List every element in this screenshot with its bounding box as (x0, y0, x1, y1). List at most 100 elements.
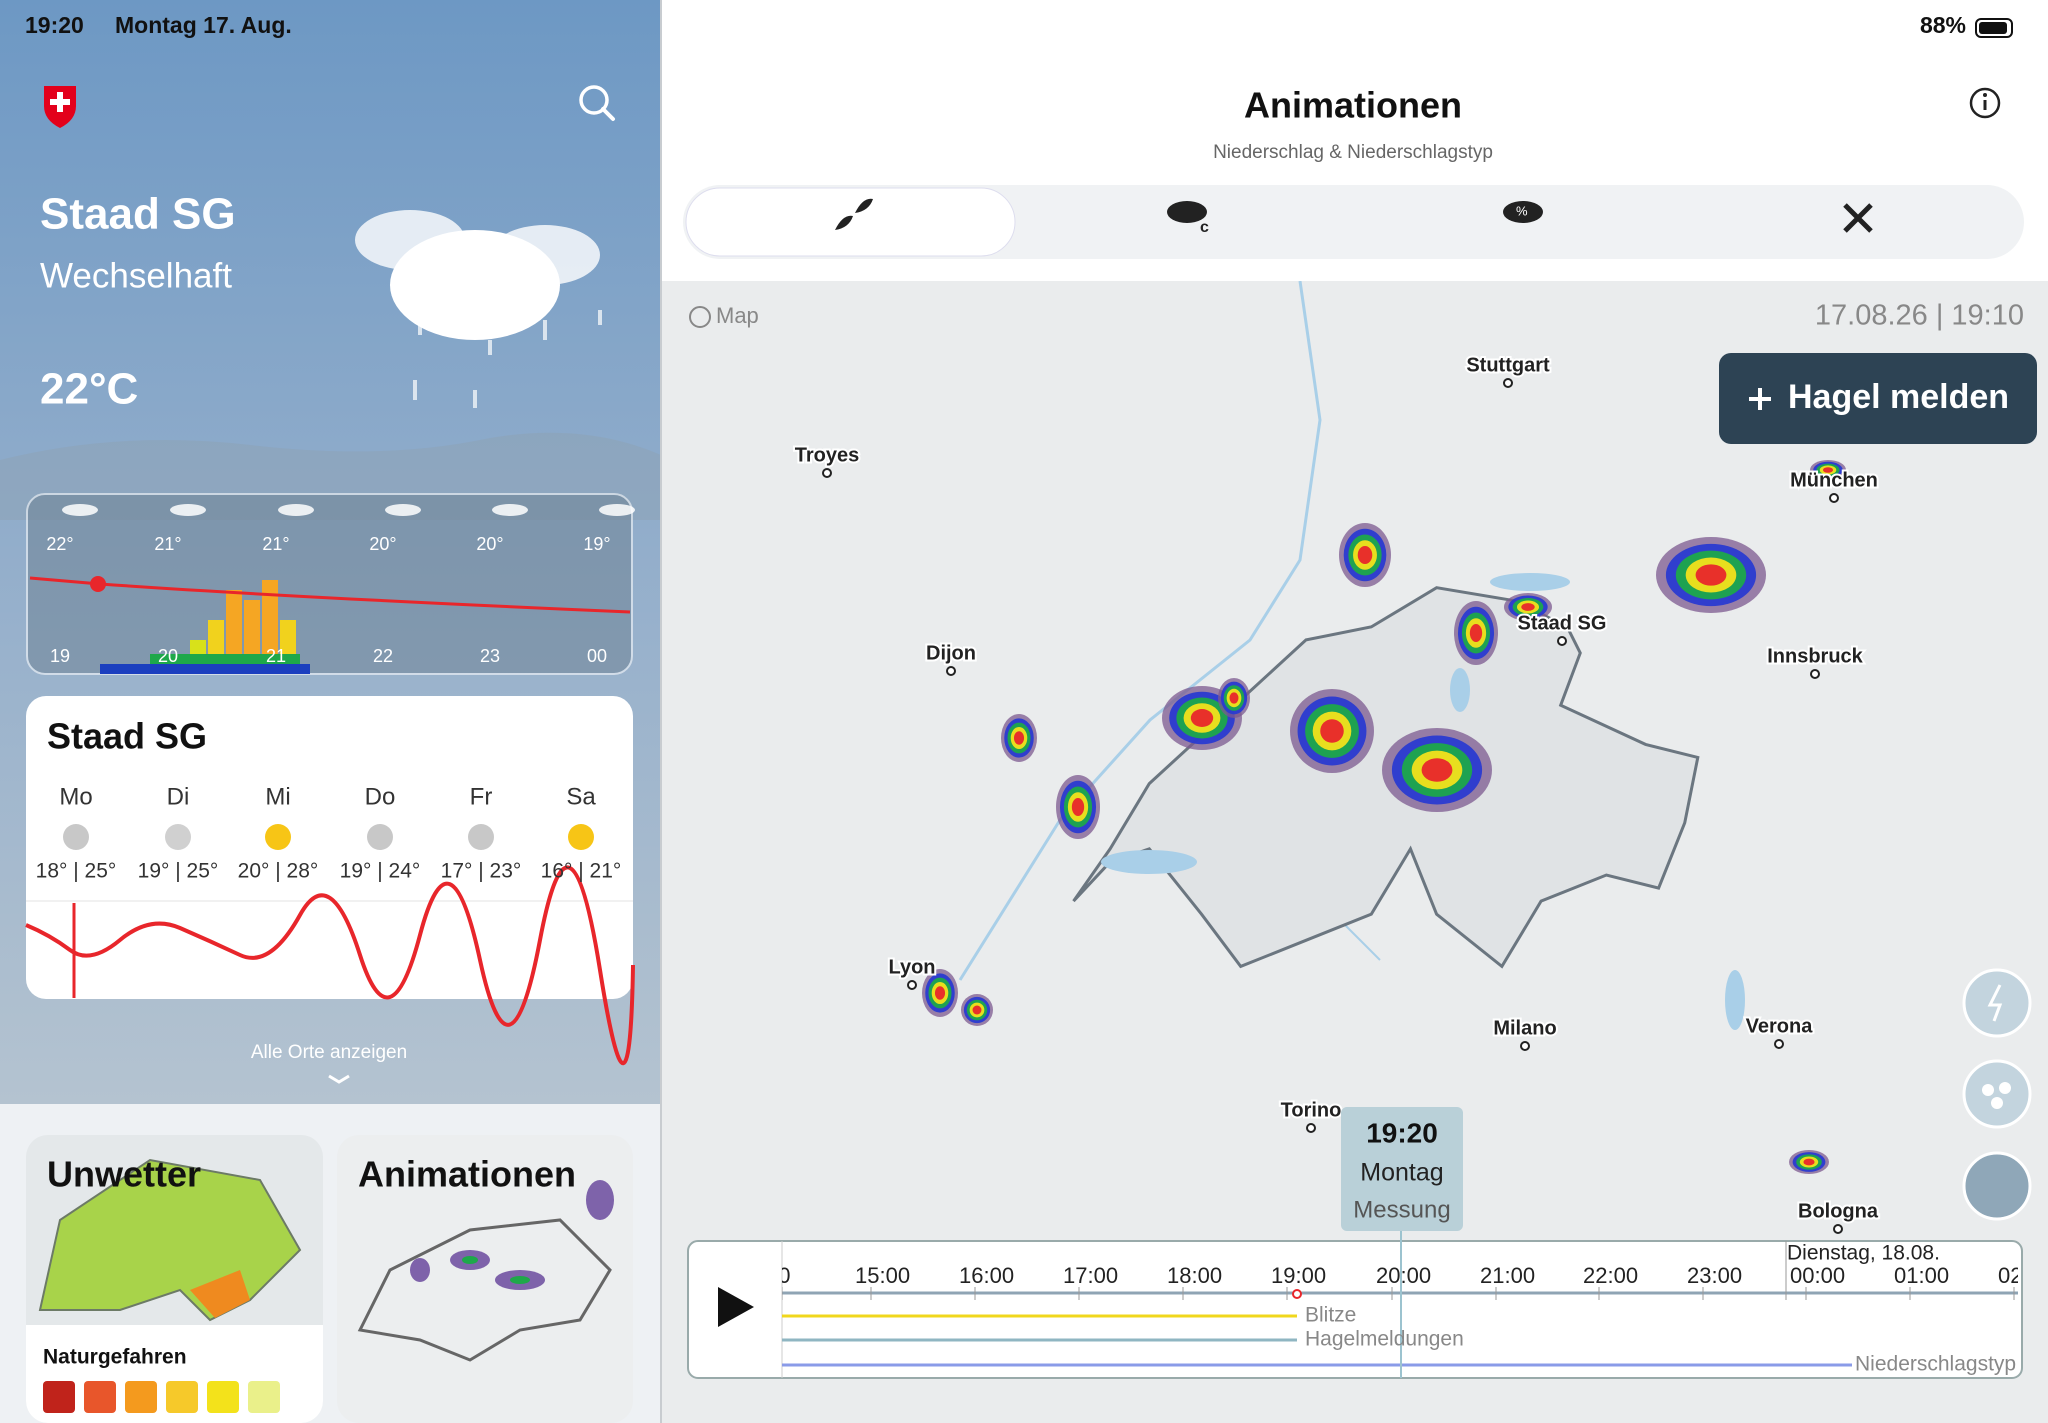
precipitation-cell (1013, 731, 1025, 745)
precipitation-cell (1521, 603, 1535, 611)
play-button[interactable] (718, 1287, 754, 1327)
precipitation-cell (1357, 546, 1373, 564)
hourly-hour: 00 (587, 646, 607, 666)
forecast-temps: 19° | 25° (138, 860, 219, 883)
current-time-marker (1292, 1289, 1302, 1299)
hourly-hour: 22 (373, 646, 393, 666)
animationen-tile[interactable] (337, 1135, 633, 1423)
city-dot (1829, 493, 1839, 503)
forecast-day: Mo (59, 783, 92, 810)
forecast-temps: 16° | 21° (541, 860, 622, 883)
time-label: 00:00 (1790, 1263, 1845, 1288)
battery-percent: 88% (1920, 12, 1966, 38)
city-dot (907, 980, 917, 990)
city-label: Milano (1493, 1017, 1556, 1039)
header-title: Animationen (1244, 85, 1462, 126)
precipitation-cell (1822, 467, 1834, 473)
precipitation-cell (1320, 719, 1344, 743)
hourly-temperature: 19° (583, 534, 610, 554)
city-label: Torino (1281, 1099, 1342, 1121)
track-label: Niederschlagstyp (1855, 1353, 2016, 1376)
city-label: Stuttgart (1466, 354, 1550, 376)
track-label: Blitze (1305, 1304, 1356, 1327)
precipitation-cell (1469, 624, 1483, 642)
day-label: Dienstag, 18.08. (1787, 1242, 1940, 1265)
city-dot (1306, 1123, 1316, 1133)
location-condition: Wechselhaft (40, 256, 232, 295)
search-button[interactable] (579, 85, 615, 121)
city-label: Staad SG (1518, 612, 1607, 634)
forecast-day: Sa (566, 783, 596, 810)
all-locations-link[interactable]: Alle Orte anzeigen (251, 1042, 407, 1063)
info-button[interactable] (1969, 87, 2001, 119)
header-subtitle: Niederschlag & Niederschlagstyp (1213, 142, 1493, 163)
precipitation-cell (972, 1005, 982, 1015)
current-marker (90, 576, 106, 592)
tile-title: Animationen (358, 1154, 576, 1195)
lake (1725, 970, 1745, 1030)
status-time: 19:20 (25, 12, 84, 38)
hourly-cloud (278, 504, 314, 516)
unwetter-tile[interactable] (26, 1135, 323, 1423)
city-label: Verona (1746, 1015, 1814, 1037)
hourly-panel (26, 493, 633, 675)
segmented-control (683, 185, 2024, 259)
lake (1450, 668, 1470, 712)
svg-text:%: % (1516, 203, 1528, 218)
hourly-temperature: 21° (154, 534, 181, 554)
time-label: 02 (1998, 1263, 2022, 1288)
forecast-icon (568, 824, 594, 850)
expand-chevron[interactable] (328, 1074, 350, 1084)
hourly-hour: 23 (480, 646, 500, 666)
forecast-card[interactable] (26, 696, 633, 999)
hagel-button-label: Hagel melden (1788, 378, 2009, 416)
city-label: München (1790, 469, 1878, 491)
forecast-temps: 20° | 28° (238, 860, 319, 883)
hourly-hour: 21 (266, 646, 286, 666)
time-label: 19:00 (1271, 1263, 1326, 1288)
time-label: 18:00 (1167, 1263, 1222, 1288)
map-attribution-icon (689, 306, 711, 328)
lightning-button[interactable] (1962, 968, 2032, 1038)
hourly-cloud (170, 504, 206, 516)
battery-icon (1975, 18, 2013, 38)
plus-icon (1749, 388, 1771, 410)
timeline (687, 1240, 2023, 1379)
city-dot (1557, 636, 1567, 646)
hourly-temperature-line (29, 576, 631, 614)
layers-button[interactable] (1962, 1059, 2032, 1129)
forecast-day: Do (365, 783, 396, 810)
city-dot (1774, 1039, 1784, 1049)
forecast-icon (468, 824, 494, 850)
tile-title: Unwetter (47, 1154, 201, 1195)
segment-icons: c % (835, 198, 1873, 236)
hourly-hour: 19 (50, 646, 70, 666)
precipitation-cell (1421, 758, 1453, 782)
hourly-temperature: 20° (476, 534, 503, 554)
time-label: 00 (766, 1263, 790, 1288)
precipitation-cell (934, 986, 946, 1000)
segment-precipitation[interactable] (685, 187, 1016, 257)
forecast-day: Fr (470, 783, 493, 810)
hagel-melden-button[interactable] (1719, 353, 2037, 444)
split-divider (660, 0, 662, 1423)
forecast-icon (367, 824, 393, 850)
tooltip-type: Messung (1353, 1196, 1450, 1223)
precip-type-button[interactable] (1962, 1151, 2032, 1221)
time-label: 21:00 (1480, 1263, 1535, 1288)
time-label: 22:00 (1583, 1263, 1638, 1288)
city-dot (946, 666, 956, 676)
city-dot (822, 468, 832, 478)
time-label: 23:00 (1687, 1263, 1742, 1288)
city-label: Lyon (888, 956, 935, 978)
swiss-logo (44, 86, 76, 128)
hourly-temperature: 20° (369, 534, 396, 554)
time-label: 16:00 (959, 1263, 1014, 1288)
time-label: 15:00 (855, 1263, 910, 1288)
tooltip-day: Montag (1360, 1159, 1443, 1187)
forecast-icon (63, 824, 89, 850)
forecast-day: Mi (265, 783, 290, 810)
city-label: Innsbruck (1767, 645, 1863, 667)
